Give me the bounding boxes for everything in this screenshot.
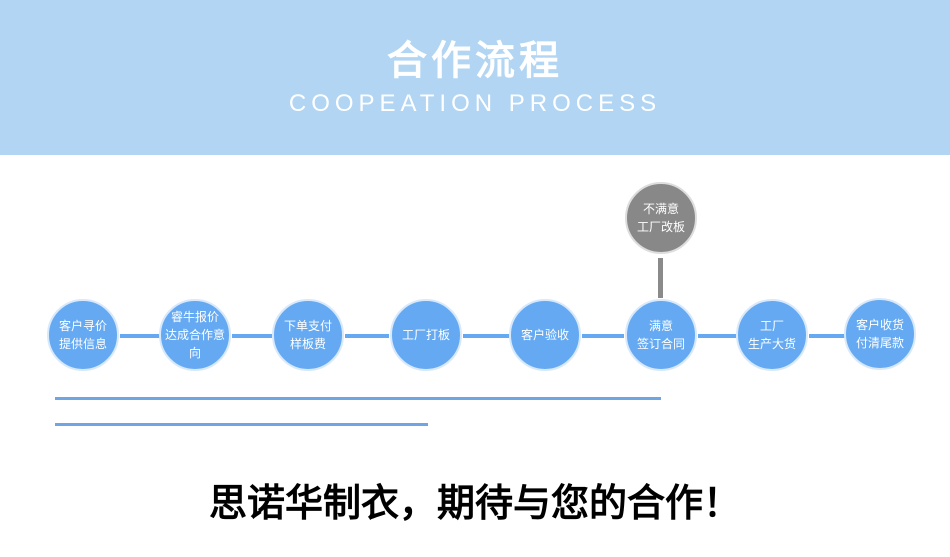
- step-label: 睿牛报价: [170, 310, 219, 324]
- step-6: 满意 签订合同: [625, 299, 697, 371]
- connector: [463, 334, 509, 338]
- step-label: 工厂: [759, 319, 784, 333]
- step-1: 客户寻价 提供信息: [47, 299, 119, 371]
- branch-label: 工厂改板: [636, 220, 685, 234]
- step-label: 签订合同: [636, 337, 685, 351]
- step-label: 生产大货: [747, 337, 796, 351]
- header-banner: 合作流程 COOPEATION PROCESS: [0, 0, 950, 155]
- step-4: 工厂打板: [390, 299, 462, 371]
- page-subtitle: COOPEATION PROCESS: [288, 90, 662, 117]
- step-8: 客户收货 付清尾款: [844, 298, 916, 370]
- step-label: 客户寻价: [58, 319, 107, 333]
- connector: [232, 334, 272, 338]
- connector: [582, 334, 624, 338]
- step-label: 满意: [648, 319, 673, 333]
- divider-line: [55, 423, 428, 426]
- branch-step: 不满意 工厂改板: [625, 182, 697, 254]
- step-label: 客户验收: [520, 328, 569, 342]
- connector: [809, 334, 845, 338]
- step-label: 达成合作意向: [164, 328, 225, 360]
- step-3: 下单支付 样板费: [272, 299, 344, 371]
- branch-label: 不满意: [642, 202, 679, 216]
- step-label: 付清尾款: [855, 336, 904, 350]
- slogan: 思诺华制衣，期待与您的合作！: [208, 480, 741, 525]
- connector: [698, 334, 736, 338]
- divider-line: [55, 397, 661, 400]
- step-label: 下单支付: [283, 319, 332, 333]
- connector: [120, 334, 160, 338]
- step-label: 工厂打板: [401, 328, 450, 342]
- step-label: 样板费: [289, 337, 326, 351]
- step-7: 工厂 生产大货: [736, 299, 808, 371]
- page-title: 合作流程: [387, 38, 563, 84]
- step-5: 客户验收: [509, 299, 581, 371]
- branch-connector: [658, 258, 663, 298]
- step-2: 睿牛报价达成合作意向: [159, 299, 231, 371]
- step-label: 提供信息: [58, 337, 107, 351]
- connector: [345, 334, 389, 338]
- step-label: 客户收货: [855, 318, 904, 332]
